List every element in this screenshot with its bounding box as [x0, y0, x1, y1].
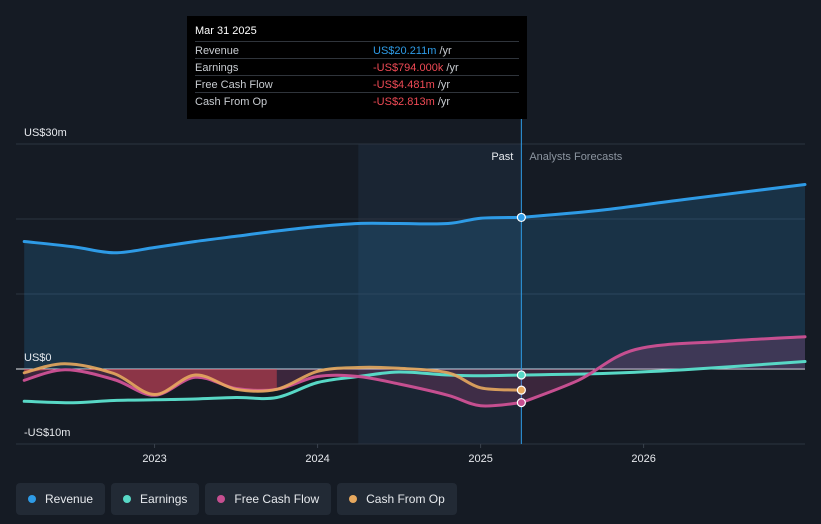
legend-item-revenue[interactable]: Revenue: [16, 483, 106, 515]
x-axis-label: 2023: [142, 453, 166, 465]
x-axis-label: 2026: [631, 453, 655, 465]
legend-label: Free Cash Flow: [234, 492, 320, 506]
forecast-label: Analysts Forecasts: [529, 151, 622, 163]
x-axis-label: 2025: [468, 453, 492, 465]
tooltip-value: US$20.211m /yr: [373, 45, 452, 57]
tooltip-value: -US$4.481m /yr: [373, 79, 451, 91]
tooltip-value: -US$2.813m /yr: [373, 96, 451, 108]
y-axis-label: -US$10m: [24, 427, 70, 439]
legend-item-free-cash-flow[interactable]: Free Cash Flow: [205, 483, 332, 515]
legend-item-earnings[interactable]: Earnings: [111, 483, 200, 515]
legend-label: Cash From Op: [366, 492, 445, 506]
legend-dot-icon: [349, 495, 358, 503]
legend-dot-icon: [123, 495, 132, 503]
legend-dot-icon: [217, 495, 226, 503]
revenue-area: [24, 184, 805, 369]
tooltip-date: Mar 31 2025: [195, 25, 257, 37]
tooltip-row-cash-from-op: Cash From Op -US$2.813m /yr: [195, 92, 519, 110]
tooltip-label: Cash From Op: [195, 96, 268, 108]
earnings-marker: [516, 370, 526, 380]
hover-tooltip: Mar 31 2025 Revenue US$20.211m /yr Earni…: [187, 16, 527, 119]
past-label: Past: [491, 151, 513, 163]
earnings-past-line: [22, 370, 523, 405]
revenue-forecast-line: [519, 183, 807, 219]
revenue-past-line: [22, 215, 523, 255]
chart-legend: Revenue Earnings Free Cash Flow Cash Fro…: [16, 483, 457, 515]
cash-from-op-marker: [516, 385, 526, 395]
tooltip-row-revenue: Revenue US$20.211m /yr: [195, 41, 519, 59]
free-cash-flow-forecast-line: [519, 335, 807, 405]
legend-label: Earnings: [140, 492, 188, 506]
y-axis-label: US$0: [24, 352, 52, 364]
tooltip-label: Revenue: [195, 45, 240, 57]
legend-dot-icon: [28, 495, 36, 503]
tooltip-label: Earnings: [195, 62, 239, 74]
tooltip-row-free-cash-flow: Free Cash Flow -US$4.481m /yr: [195, 75, 519, 93]
legend-label: Revenue: [45, 492, 94, 506]
earnings-forecast-line: [519, 360, 807, 377]
loss-area: [24, 368, 277, 395]
cash-from-op-past-line: [22, 362, 523, 397]
y-axis-label: US$30m: [24, 127, 67, 139]
legend-item-cash-from-op[interactable]: Cash From Op: [337, 483, 457, 515]
x-axis-label: 2024: [305, 453, 329, 465]
free-cash-flow-marker: [516, 398, 526, 408]
tooltip-label: Free Cash Flow: [195, 79, 273, 91]
tooltip-row-earnings: Earnings -US$794.000k /yr: [195, 58, 519, 76]
revenue-marker: [516, 212, 526, 223]
tooltip-value: -US$794.000k /yr: [373, 62, 459, 74]
